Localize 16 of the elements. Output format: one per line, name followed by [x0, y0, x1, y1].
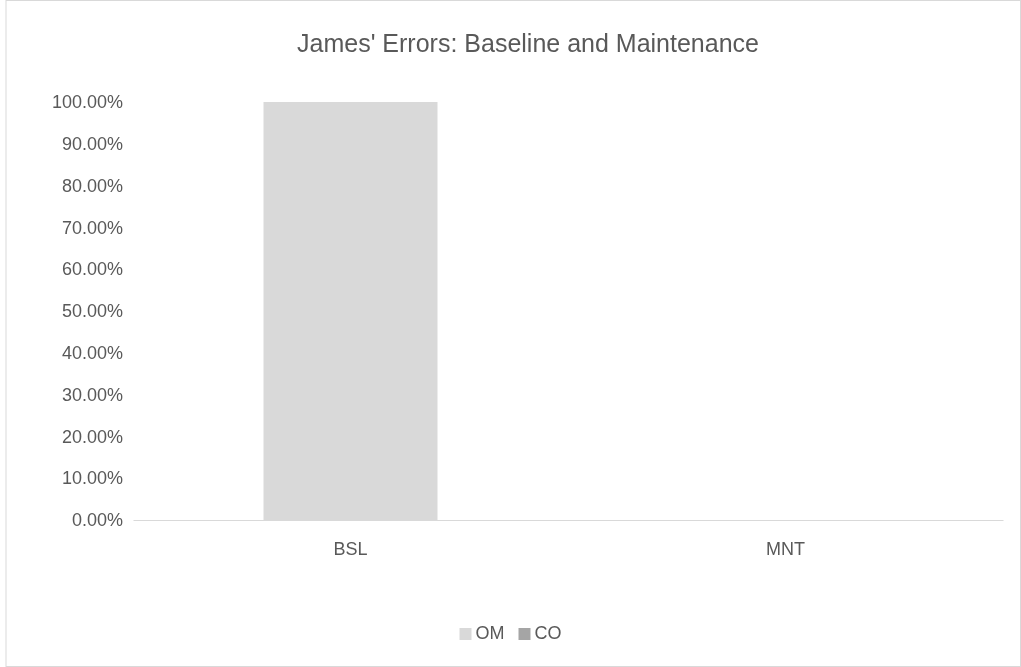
y-tick-label: 10.00% [61, 468, 123, 489]
x-tick-label: MNT [766, 538, 805, 559]
y-tick-label: 80.00% [61, 175, 123, 196]
legend-label: CO [534, 623, 562, 643]
chart-title: James' Errors: Baseline and Maintenance [297, 29, 759, 57]
y-tick-label: 30.00% [61, 384, 123, 405]
y-tick-label: 0.00% [71, 510, 123, 531]
y-tick-label: 100.00% [51, 92, 123, 113]
y-tick-label: 70.00% [61, 217, 123, 238]
y-tick-label: 20.00% [61, 426, 123, 447]
y-tick-label: 90.00% [61, 134, 123, 155]
legend-label: OM [475, 623, 505, 643]
x-tick-label: BSL [333, 538, 368, 559]
y-tick-label: 40.00% [61, 343, 123, 364]
y-tick-label: 60.00% [61, 259, 123, 280]
y-tick-label: 50.00% [61, 301, 123, 322]
